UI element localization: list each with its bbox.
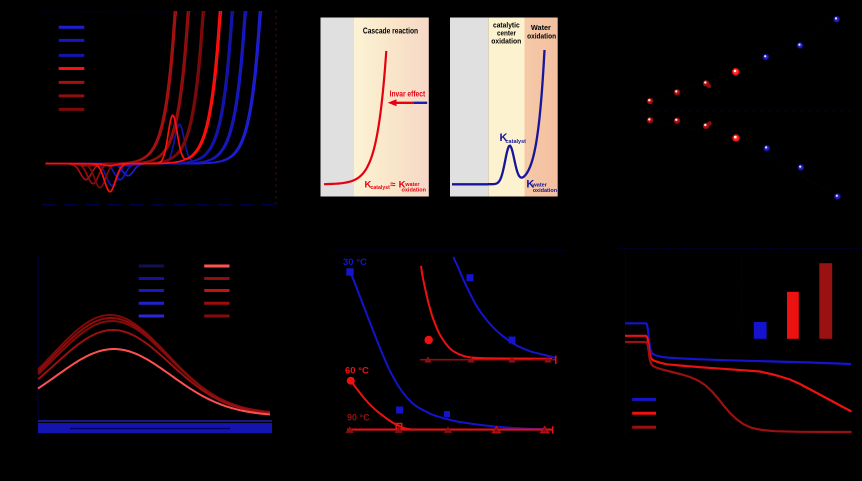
svg-text:water: water	[532, 183, 548, 189]
svg-text:K: K	[399, 180, 406, 191]
svg-text:Water: Water	[531, 23, 551, 32]
svg-text:90 °C: 90 °C	[347, 413, 370, 423]
svg-text:catalyst: catalyst	[506, 139, 527, 145]
svg-text:Cascade reaction: Cascade reaction	[363, 27, 418, 36]
svg-text:oxidation: oxidation	[402, 188, 427, 194]
svg-text:oxidation: oxidation	[527, 31, 556, 40]
svg-text:K: K	[365, 180, 372, 191]
svg-text:Invar effect: Invar effect	[390, 90, 426, 99]
svg-text:oxidation: oxidation	[491, 36, 521, 45]
svg-text:K: K	[526, 179, 534, 191]
svg-text:catalyst: catalyst	[371, 185, 391, 191]
svg-text:≈: ≈	[390, 180, 396, 191]
svg-text:K: K	[500, 132, 508, 144]
svg-text:30 °C: 30 °C	[343, 257, 367, 268]
svg-text:center: center	[497, 28, 516, 37]
svg-text:water: water	[404, 182, 420, 188]
svg-text:60 °C: 60 °C	[345, 366, 369, 377]
svg-text:oxidation: oxidation	[533, 188, 558, 194]
svg-text:catalytic: catalytic	[493, 20, 520, 29]
